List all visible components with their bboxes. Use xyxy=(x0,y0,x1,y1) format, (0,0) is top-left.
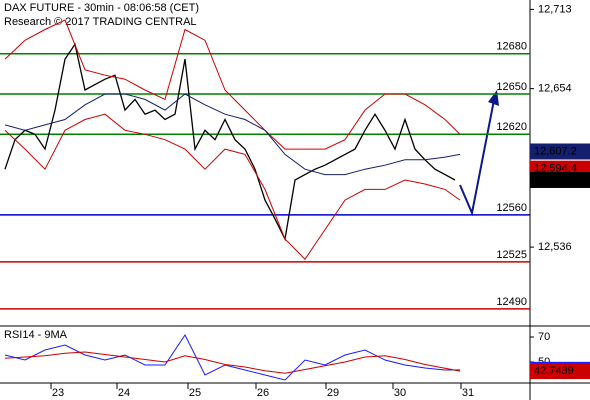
level-label: 12490 xyxy=(496,296,527,308)
value-box-label: 12,607.2 xyxy=(534,145,577,157)
chart-title: DAX FUTURE - 30min - 08:06:58 (CET) xyxy=(4,2,199,14)
value-box-label: 42.7439 xyxy=(534,365,574,377)
value-box xyxy=(530,143,590,160)
series-line xyxy=(4,19,461,150)
y-tick-label: 70 xyxy=(538,331,550,343)
value-box-label: 12,594.4 xyxy=(534,163,577,175)
series-line xyxy=(4,334,461,381)
chart-subtitle: Research © 2017 TRADING CENTRAL xyxy=(4,16,197,28)
x-tick-label: 26 xyxy=(257,387,269,399)
level-label: 12650 xyxy=(496,81,527,93)
value-box xyxy=(530,171,590,188)
level-label: 12620 xyxy=(496,121,527,133)
level-label: 12525 xyxy=(496,249,527,261)
x-tick-label: 31 xyxy=(462,387,474,399)
forecast-arrow xyxy=(459,99,495,217)
value-box-label: 12,586 xyxy=(534,174,568,186)
series-line xyxy=(4,93,461,176)
y-tick-label: 12,536 xyxy=(538,241,572,253)
y-tick-label: 12,654 xyxy=(538,83,572,95)
level-label: 12680 xyxy=(496,41,527,53)
y-tick-label: 12,713 xyxy=(538,3,572,15)
level-label: 12560 xyxy=(496,202,527,214)
series-line xyxy=(4,351,461,374)
series-line xyxy=(4,113,461,260)
x-tick-label: 23 xyxy=(52,387,64,399)
x-tick-label: 30 xyxy=(394,387,406,399)
value-box xyxy=(530,363,590,380)
x-tick-label: 29 xyxy=(327,387,339,399)
x-tick-label: 24 xyxy=(118,387,130,399)
x-tick-label: 25 xyxy=(189,387,201,399)
series-line xyxy=(4,42,456,242)
rsi-title: RSI14 - 9MA xyxy=(4,329,68,341)
